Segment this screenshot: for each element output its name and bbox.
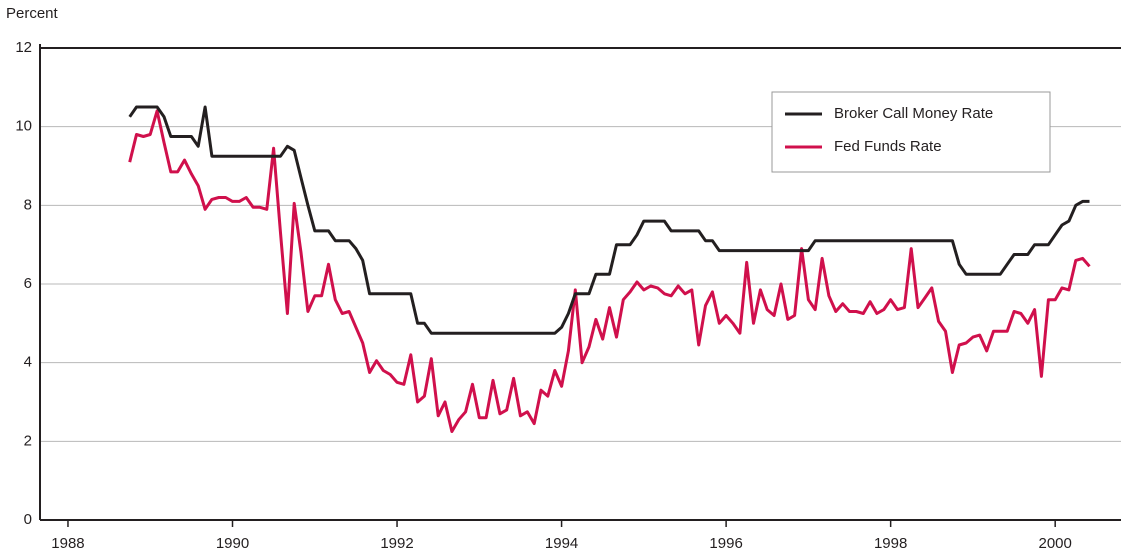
y-tick-label: 2: [24, 432, 32, 449]
y-tick-label: 8: [24, 196, 32, 213]
y-tick-label: 6: [24, 275, 32, 292]
legend-label: Broker Call Money Rate: [834, 105, 993, 122]
legend-box: [771, 91, 1051, 173]
series-line: [128, 109, 1091, 433]
y-axis-label: Percent: [6, 5, 59, 22]
y-tick-label: 4: [24, 354, 32, 371]
x-tick-label: 1988: [51, 535, 84, 552]
x-tick-label: 2000: [1038, 535, 1071, 552]
series-line: [128, 105, 1090, 335]
y-tick-label: 12: [15, 39, 32, 56]
x-tick-label: 1998: [874, 535, 907, 552]
y-tick-label: 0: [24, 511, 32, 528]
y-tick-label: 10: [15, 118, 32, 135]
legend-label: Fed Funds Rate: [834, 138, 942, 155]
x-tick-label: 1992: [380, 535, 413, 552]
x-tick-label: 1996: [709, 535, 742, 552]
x-tick-label: 1994: [545, 535, 578, 552]
x-tick-label: 1990: [216, 535, 249, 552]
